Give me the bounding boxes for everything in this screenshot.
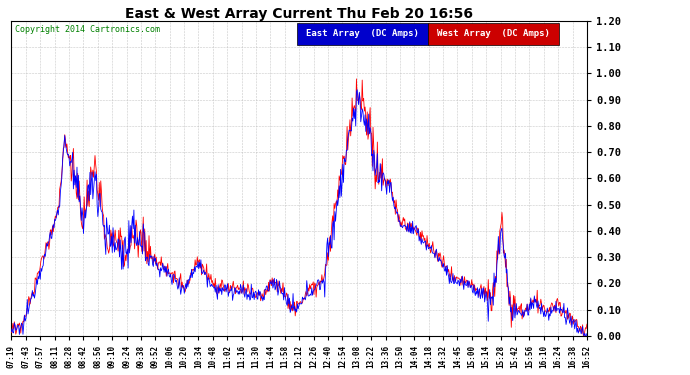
Text: East Array  (DC Amps): East Array (DC Amps) [306,29,419,38]
Text: West Array  (DC Amps): West Array (DC Amps) [437,29,550,38]
Title: East & West Array Current Thu Feb 20 16:56: East & West Array Current Thu Feb 20 16:… [125,7,473,21]
Text: Copyright 2014 Cartronics.com: Copyright 2014 Cartronics.com [15,25,160,34]
